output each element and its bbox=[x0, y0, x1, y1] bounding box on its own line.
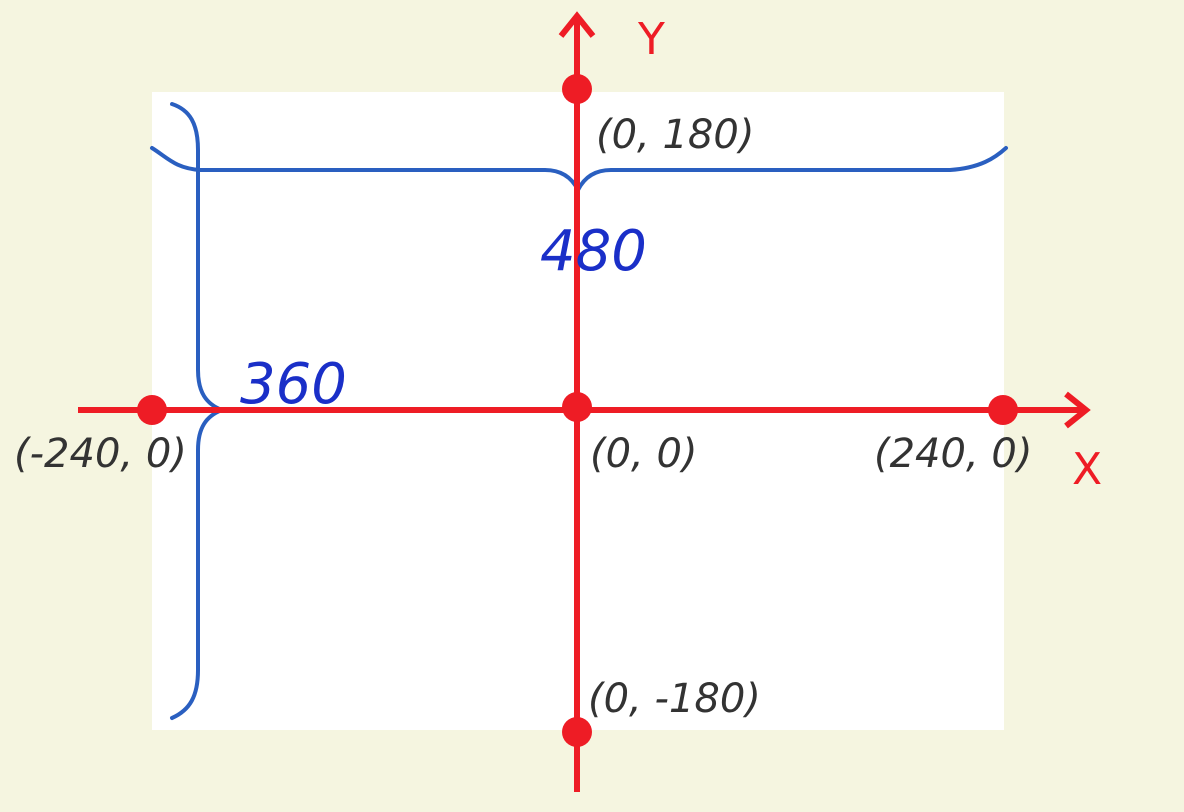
x-axis-arrow-icon bbox=[1064, 391, 1091, 429]
coord-label-left: (-240, 0) bbox=[14, 431, 187, 477]
y-axis-arrow-icon bbox=[558, 11, 596, 38]
height-dimension-label: 360 bbox=[240, 352, 347, 417]
point-right bbox=[988, 395, 1018, 425]
point-top bbox=[562, 74, 592, 104]
coord-label-top: (0, 180) bbox=[596, 112, 754, 158]
point-origin bbox=[562, 392, 592, 422]
width-dimension-label: 480 bbox=[540, 219, 647, 284]
y-axis-label: Y bbox=[637, 14, 665, 65]
point-left bbox=[137, 395, 167, 425]
coord-label-right: (240, 0) bbox=[874, 431, 1032, 477]
point-bottom bbox=[562, 717, 592, 747]
coord-label-bottom: (0, -180) bbox=[588, 676, 761, 722]
x-axis-label: X bbox=[1072, 444, 1102, 495]
coord-label-origin: (0, 0) bbox=[590, 431, 698, 477]
